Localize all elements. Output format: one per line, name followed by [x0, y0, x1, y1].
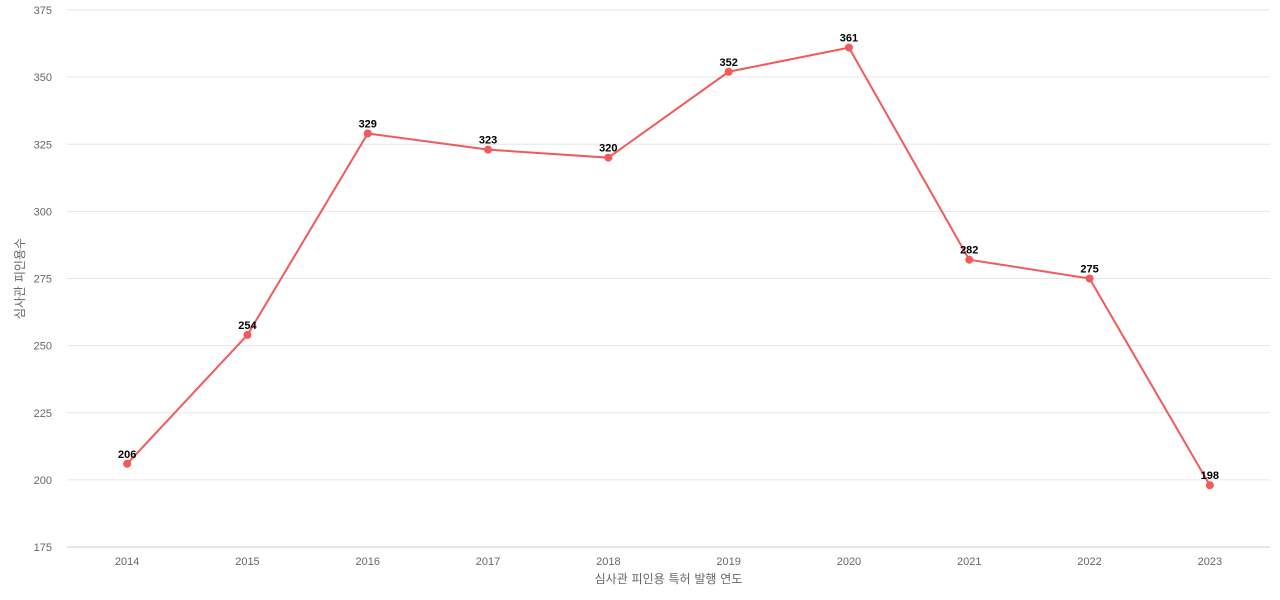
x-tick-label: 2018 [596, 556, 620, 568]
data-point[interactable] [965, 255, 974, 264]
data-label: 329 [359, 119, 377, 131]
x-tick-label: 2014 [115, 556, 139, 568]
y-axis-title: 심사관 피인용수 [13, 238, 27, 319]
y-tick-label: 300 [34, 206, 52, 218]
data-point[interactable] [844, 43, 853, 52]
y-tick-label: 200 [34, 475, 52, 487]
data-label: 282 [960, 245, 978, 257]
grid-layer [67, 9, 1270, 481]
data-label: 275 [1080, 264, 1098, 276]
data-point[interactable] [123, 459, 132, 468]
data-label: 198 [1201, 470, 1219, 482]
series-line [126, 46, 1211, 486]
data-point[interactable] [604, 153, 613, 162]
y-tick-label: 375 [34, 5, 52, 17]
x-tick-label: 2017 [476, 556, 500, 568]
data-label: 323 [479, 135, 497, 147]
data-point[interactable] [243, 330, 252, 339]
data-point[interactable] [1205, 481, 1214, 490]
y-tick-label: 275 [34, 274, 52, 286]
data-labels: 206 254 329 323 320 352 361 282 275 198 [118, 33, 1219, 483]
data-point[interactable] [484, 145, 493, 154]
x-tick-label: 2023 [1198, 556, 1222, 568]
x-tick-label: 2021 [957, 556, 981, 568]
data-point[interactable] [363, 129, 372, 138]
y-tick-label: 225 [34, 408, 52, 420]
data-label: 320 [599, 143, 617, 155]
data-point[interactable] [724, 67, 733, 76]
x-tick-label: 2016 [356, 556, 380, 568]
x-tick-label: 2015 [235, 556, 259, 568]
x-tick-label: 2019 [716, 556, 740, 568]
data-label: 206 [118, 449, 136, 461]
x-tick-label: 2022 [1077, 556, 1101, 568]
data-label: 361 [840, 33, 858, 45]
y-tick-labels: 175 200 225 250 275 300 325 350 375 [34, 5, 52, 554]
data-point[interactable] [1085, 274, 1094, 283]
x-tick-labels: 2014 2015 2016 2017 2018 2019 2020 2021 2022 2023 [115, 556, 1222, 568]
x-tick-label: 2020 [837, 556, 861, 568]
x-axis-title: 심사관 피인용 특허 발행 연도 [595, 571, 743, 586]
data-label: 352 [719, 57, 737, 69]
data-label: 254 [238, 320, 257, 332]
y-tick-label: 325 [34, 139, 52, 151]
data-points [123, 43, 1214, 490]
y-tick-label: 350 [34, 72, 52, 84]
y-tick-label: 175 [34, 542, 52, 554]
y-tick-label: 250 [34, 341, 52, 353]
